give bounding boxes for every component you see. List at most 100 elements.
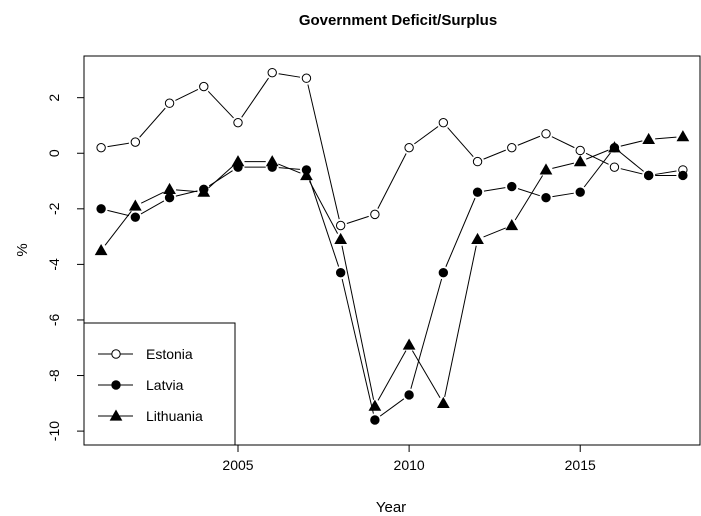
series-line-latvia — [107, 209, 130, 217]
data-point-estonia — [335, 220, 346, 231]
data-point-latvia — [164, 193, 175, 203]
series-line-estonia — [585, 152, 609, 165]
data-point-lithuania — [368, 399, 382, 411]
legend: Estonia Latvia Lithuania — [83, 322, 236, 446]
data-point-lithuania — [676, 130, 690, 142]
legend-marker-estonia — [111, 349, 121, 359]
data-point-lithuania — [300, 168, 313, 181]
data-point-estonia — [507, 142, 517, 153]
series-line-estonia — [346, 215, 369, 224]
data-point-estonia — [438, 117, 449, 128]
x-tick-label: 2005 — [222, 457, 253, 473]
series-line-estonia — [447, 127, 474, 158]
data-point-estonia — [301, 73, 312, 83]
data-point-lithuania — [128, 199, 142, 211]
data-point-latvia — [678, 170, 688, 181]
series-line-lithuania — [552, 162, 575, 169]
y-tick-label: -4 — [46, 258, 62, 271]
data-point-latvia — [370, 415, 380, 425]
series-line-latvia — [619, 151, 644, 172]
legend-box — [83, 322, 236, 446]
y-tick-label: -8 — [46, 369, 62, 382]
series-line-latvia — [379, 398, 405, 417]
data-point-lithuania — [231, 155, 245, 167]
series-line-estonia — [107, 142, 129, 148]
series-line-estonia — [483, 149, 506, 160]
series-line-estonia — [377, 153, 407, 209]
series-line-estonia — [139, 107, 166, 138]
series-line-estonia — [655, 170, 677, 175]
data-point-lithuania — [573, 155, 587, 167]
series-line-estonia — [241, 77, 269, 118]
plot-area: 2005 2010 2015 2 0 -2 -4 -6 -8 -10 — [46, 55, 701, 473]
series-line-estonia — [517, 135, 541, 146]
data-point-estonia — [575, 145, 585, 156]
data-point-lithuania — [94, 243, 108, 256]
data-point-latvia — [335, 268, 346, 278]
series-line-latvia — [483, 187, 506, 192]
data-point-lithuania — [436, 396, 450, 408]
y-tick-label: -10 — [46, 421, 62, 441]
data-point-estonia — [96, 142, 106, 153]
series-line-lithuania — [411, 350, 441, 398]
data-point-estonia — [164, 98, 175, 108]
data-point-estonia — [130, 137, 141, 147]
legend-label-latvia: Latvia — [146, 377, 184, 393]
series-line-latvia — [140, 200, 165, 215]
data-point-latvia — [96, 204, 106, 214]
series-line-lithuania — [208, 165, 234, 189]
series-line-estonia — [207, 90, 234, 119]
data-point-lithuania — [642, 132, 656, 144]
series-line-lithuania — [309, 180, 339, 234]
data-point-lithuania — [471, 232, 484, 245]
y-tick-label: 2 — [46, 94, 62, 102]
data-point-latvia — [541, 193, 551, 203]
series-line-lithuania — [377, 350, 407, 401]
series-line-lithuania — [140, 191, 164, 204]
data-point-latvia — [507, 181, 517, 192]
series-line-estonia — [620, 168, 643, 175]
x-tick-label: 2015 — [565, 457, 596, 473]
series-line-latvia — [445, 197, 476, 267]
data-point-estonia — [267, 67, 277, 78]
y-axis-label: % — [14, 243, 31, 256]
series-line-lithuania — [586, 149, 609, 160]
data-point-lithuania — [334, 232, 348, 245]
data-point-latvia — [130, 212, 141, 222]
series-line-lithuania — [620, 140, 643, 147]
data-point-lithuania — [505, 218, 519, 231]
legend-label-lithuania: Lithuania — [146, 408, 203, 424]
chart-title: Government Deficit/Surplus — [299, 12, 497, 29]
data-point-lithuania — [265, 155, 279, 167]
y-tick-label: 0 — [46, 149, 62, 157]
data-point-estonia — [541, 129, 551, 139]
data-point-lithuania — [402, 338, 416, 350]
series-line-lithuania — [514, 175, 544, 221]
data-point-estonia — [233, 117, 243, 128]
series-line-lithuania — [278, 163, 301, 174]
series-line-lithuania — [444, 245, 477, 398]
x-axis-label: Year — [376, 499, 406, 516]
series-line-lithuania — [483, 227, 506, 238]
data-point-latvia — [472, 187, 483, 197]
series-line-lithuania — [104, 210, 132, 246]
series-line-latvia — [410, 278, 443, 389]
data-point-latvia — [575, 187, 585, 197]
y-tick-label: -2 — [46, 202, 62, 215]
data-point-latvia — [643, 170, 654, 181]
series-line-lithuania — [341, 245, 375, 400]
data-point-estonia — [472, 156, 483, 167]
series-line-lithuania — [655, 136, 677, 140]
legend-marker-lithuania — [109, 409, 123, 421]
series-line-latvia — [341, 278, 374, 414]
series-line-estonia — [278, 73, 301, 78]
series-line-estonia — [307, 84, 340, 220]
data-point-estonia — [370, 209, 380, 220]
x-tick-label: 2010 — [394, 457, 425, 473]
series-line-estonia — [414, 126, 439, 145]
data-point-lithuania — [197, 185, 211, 197]
data-point-lithuania — [163, 182, 176, 194]
data-point-lithuania — [608, 141, 621, 153]
